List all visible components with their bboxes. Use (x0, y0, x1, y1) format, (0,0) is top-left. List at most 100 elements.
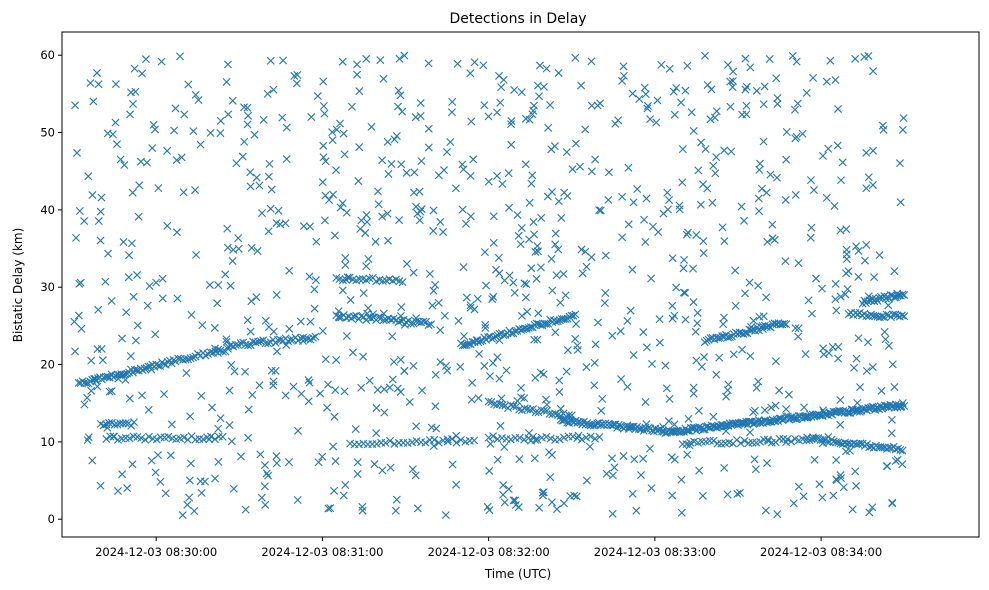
detection-point (192, 250, 201, 259)
detection-point (766, 170, 775, 179)
detection-point (293, 426, 302, 435)
detection-point (258, 209, 266, 218)
detection-point (80, 400, 89, 409)
detection-point (161, 489, 170, 498)
detection-point (826, 56, 835, 65)
detection-point (534, 309, 543, 318)
detection-point (807, 309, 816, 318)
detection-point (417, 205, 426, 214)
detection-point (236, 452, 245, 461)
detection-point (852, 242, 861, 251)
detection-point (493, 108, 502, 117)
detection-point (424, 59, 433, 68)
detection-point (343, 273, 352, 282)
detection-point (74, 311, 83, 320)
detection-point (544, 319, 553, 328)
detection-point (692, 356, 701, 365)
detection-point (135, 181, 144, 190)
detection-point (77, 324, 86, 333)
detection-point (484, 433, 493, 442)
detection-point (194, 350, 203, 359)
detection-point (495, 269, 504, 278)
detection-point (760, 406, 769, 415)
detection-point (410, 168, 419, 177)
detection-point (182, 369, 191, 377)
detection-point (143, 301, 152, 310)
detection-point (80, 217, 89, 226)
detection-point (740, 216, 749, 225)
detection-point (299, 336, 307, 345)
detection-point (244, 433, 253, 442)
detection-point (898, 460, 907, 469)
detection-point (869, 146, 878, 155)
detection-point (571, 310, 580, 319)
detection-point (256, 337, 265, 346)
detection-point (524, 429, 533, 438)
detection-point (851, 467, 860, 476)
detection-point (521, 160, 530, 169)
detection-point (701, 145, 710, 154)
detection-point (378, 212, 387, 221)
detection-point (539, 82, 548, 91)
detection-point (504, 169, 513, 178)
detection-point (409, 188, 418, 197)
detection-point (372, 429, 381, 438)
detection-point (102, 435, 111, 444)
detection-point (693, 308, 702, 317)
detection-point (864, 292, 873, 301)
detection-point (652, 118, 661, 127)
detection-point (719, 313, 728, 322)
detection-point (137, 391, 146, 400)
detection-point (801, 350, 810, 359)
detection-point (358, 502, 367, 511)
detection-point (742, 82, 751, 91)
detection-point (862, 366, 871, 375)
detection-point (430, 435, 439, 444)
detection-point (462, 293, 471, 302)
detection-point (321, 157, 330, 166)
detection-point (244, 341, 253, 350)
detection-point (548, 450, 556, 459)
detection-point (113, 487, 122, 495)
detection-point (765, 55, 774, 64)
detection-point (677, 98, 686, 107)
detection-point (238, 152, 247, 161)
detection-point (240, 103, 249, 112)
detection-point (293, 496, 302, 504)
detection-point (222, 335, 231, 344)
detection-point (224, 110, 233, 119)
detection-point (819, 344, 828, 353)
detection-point (424, 124, 433, 133)
detection-point (672, 283, 681, 292)
detection-point (214, 424, 223, 433)
detection-point (718, 223, 727, 232)
detection-point (768, 220, 777, 229)
detection-point (792, 57, 801, 66)
detection-point (269, 327, 278, 336)
detection-point (555, 376, 564, 385)
detection-point (329, 190, 338, 199)
detection-point (121, 375, 130, 384)
detection-point (440, 166, 448, 175)
detection-point (412, 314, 421, 323)
detection-point (470, 305, 479, 314)
detection-point (286, 335, 295, 344)
detection-point (608, 454, 616, 463)
detection-point (89, 97, 98, 106)
detection-point (400, 366, 409, 375)
detection-point (528, 171, 537, 180)
detection-point (140, 364, 149, 373)
detection-point (208, 403, 217, 412)
detection-point (746, 63, 755, 72)
detection-point (355, 143, 364, 152)
detection-point (411, 471, 420, 480)
detection-point (778, 320, 787, 329)
detection-point (316, 389, 325, 398)
detection-point (830, 201, 839, 210)
detection-point (737, 202, 746, 211)
detection-point (105, 419, 114, 428)
detection-point (488, 295, 497, 304)
detection-point (489, 212, 498, 221)
detection-point (260, 482, 269, 491)
detection-point (818, 439, 827, 448)
